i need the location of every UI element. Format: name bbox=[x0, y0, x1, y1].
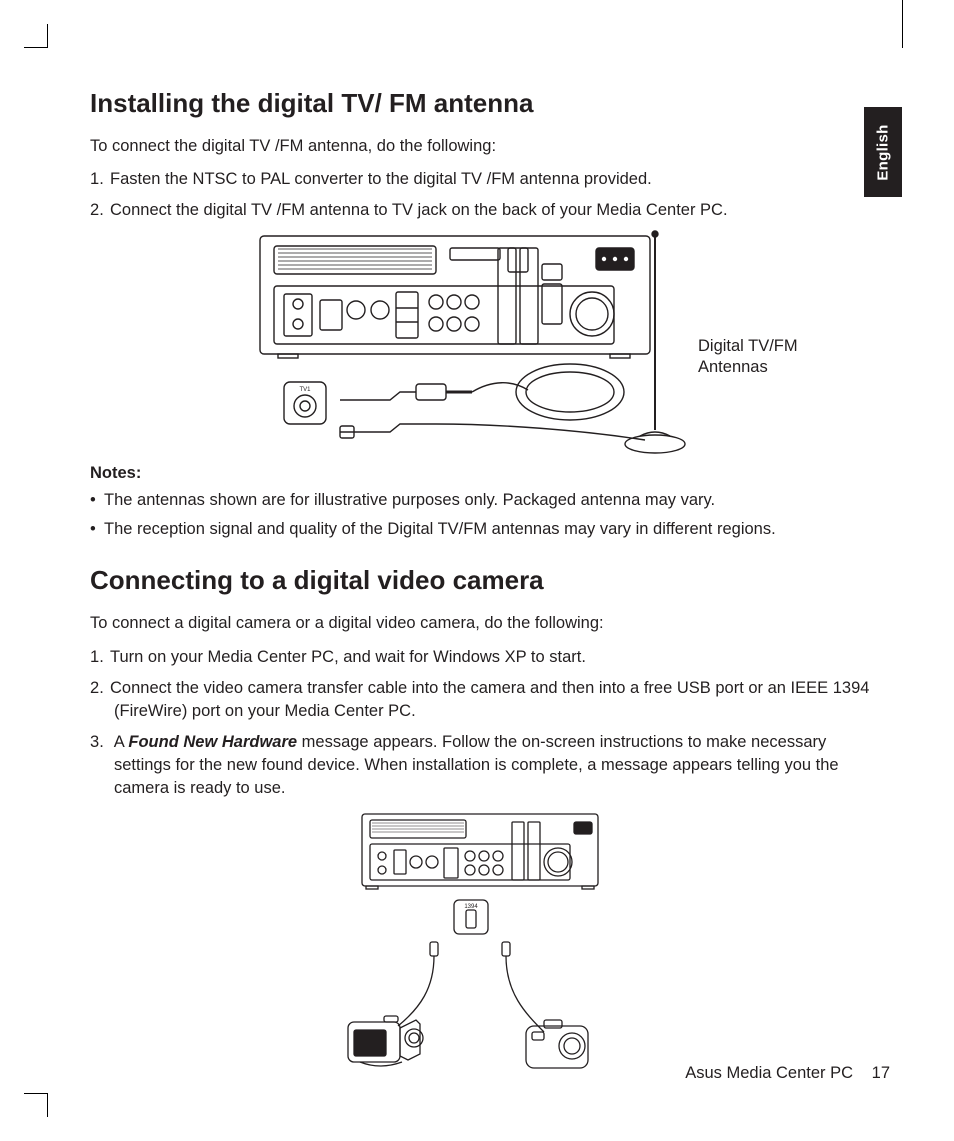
language-tab-label: English bbox=[875, 124, 892, 180]
figure-antenna-label: Digital TV/FM Antennas bbox=[698, 336, 870, 377]
list-item: Connect the video camera transfer cable … bbox=[90, 677, 870, 723]
list-item: Turn on your Media Center PC, and wait f… bbox=[90, 646, 870, 669]
crop-mark-top-left bbox=[24, 24, 48, 48]
footer-page-number: 17 bbox=[872, 1064, 890, 1082]
figure-antenna: TV1 Digital TV/FM Antennas bbox=[90, 230, 870, 460]
figure-camera: 1394 bbox=[90, 808, 870, 1083]
list-item: Connect the digital TV /FM antenna to TV… bbox=[90, 199, 870, 222]
list-item: A Found New Hardware message appears. Fo… bbox=[90, 731, 870, 800]
page-footer: Asus Media Center PC 17 bbox=[685, 1064, 890, 1083]
step3-prefix: A bbox=[114, 733, 129, 751]
footer-product: Asus Media Center PC bbox=[685, 1064, 853, 1082]
list-item: Fasten the NTSC to PAL converter to the … bbox=[90, 168, 870, 191]
page-content: Installing the digital TV/ FM antenna To… bbox=[90, 88, 870, 1083]
svg-text:1394: 1394 bbox=[464, 904, 478, 910]
step3-bold: Found New Hardware bbox=[128, 733, 297, 751]
list-item: The reception signal and quality of the … bbox=[90, 518, 870, 541]
crop-mark-top-right bbox=[902, 0, 903, 48]
svg-text:TV1: TV1 bbox=[299, 387, 311, 393]
section1-heading: Installing the digital TV/ FM antenna bbox=[90, 88, 870, 119]
section2-heading: Connecting to a digital video camera bbox=[90, 565, 870, 596]
section2-intro: To connect a digital camera or a digital… bbox=[90, 612, 870, 635]
list-item: The antennas shown are for illustrative … bbox=[90, 489, 870, 512]
camera-diagram-icon: 1394 bbox=[330, 808, 630, 1078]
crop-mark-bottom-left bbox=[24, 1093, 48, 1117]
section1-steps: Fasten the NTSC to PAL converter to the … bbox=[90, 168, 870, 222]
notes-heading: Notes: bbox=[90, 464, 870, 483]
section2-steps: Turn on your Media Center PC, and wait f… bbox=[90, 646, 870, 801]
notes-list: The antennas shown are for illustrative … bbox=[90, 489, 870, 541]
section1-intro: To connect the digital TV /FM antenna, d… bbox=[90, 135, 870, 158]
antenna-diagram-icon: TV1 bbox=[240, 230, 690, 460]
